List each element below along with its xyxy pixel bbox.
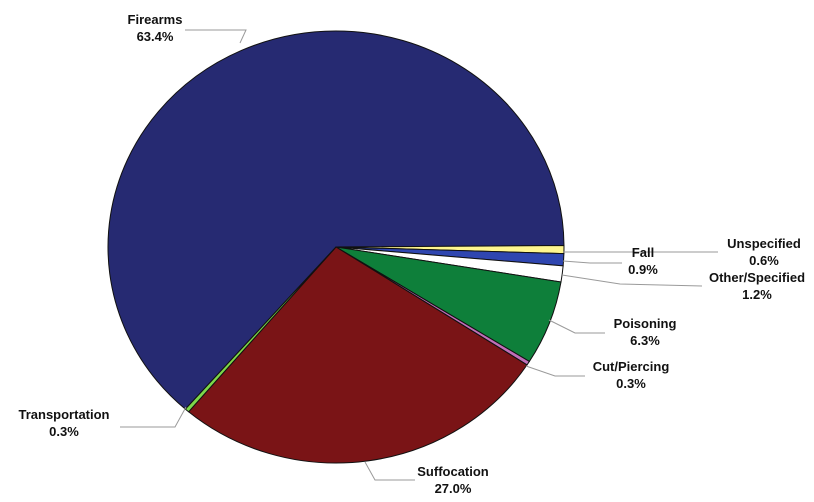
leader-lines-layer: [120, 29, 718, 481]
slice-value-cut-piercing: 0.3%: [616, 376, 646, 391]
slice-label-fall: Fall: [632, 245, 654, 260]
leader-line-cut-piercing: [525, 365, 585, 377]
slice-value-fall: 0.9%: [628, 262, 658, 277]
slice-value-unspecified: 0.6%: [749, 253, 779, 268]
pie-slice-firearms: [107, 30, 565, 410]
slice-value-poisoning: 6.3%: [630, 333, 660, 348]
pie-slice-suffocation: [187, 246, 528, 464]
slice-label-transportation: Transportation: [18, 407, 109, 422]
slice-value-other-specified: 1.2%: [742, 287, 772, 302]
slice-label-poisoning: Poisoning: [614, 316, 677, 331]
slice-label-firearms: Firearms: [128, 12, 183, 27]
leader-line-other-specified: [561, 274, 703, 287]
slice-label-other-specified: Other/Specified: [709, 270, 805, 285]
leader-line-fall: [562, 260, 622, 264]
leader-line-poisoning: [548, 319, 605, 334]
leader-line-transportation: [120, 406, 187, 428]
slice-value-suffocation: 27.0%: [435, 481, 472, 496]
slice-label-cut-piercing: Cut/Piercing: [593, 359, 670, 374]
leader-line-suffocation: [364, 461, 415, 481]
slice-value-firearms: 63.4%: [137, 29, 174, 44]
labels-layer: Firearms 63.4% Unspecified 0.6% Fall 0.9…: [18, 12, 805, 496]
slice-label-suffocation: Suffocation: [417, 464, 489, 479]
leader-line-firearms: [185, 29, 247, 44]
slice-label-unspecified: Unspecified: [727, 236, 801, 251]
slice-value-transportation: 0.3%: [49, 424, 79, 439]
slices-layer: [107, 30, 565, 464]
